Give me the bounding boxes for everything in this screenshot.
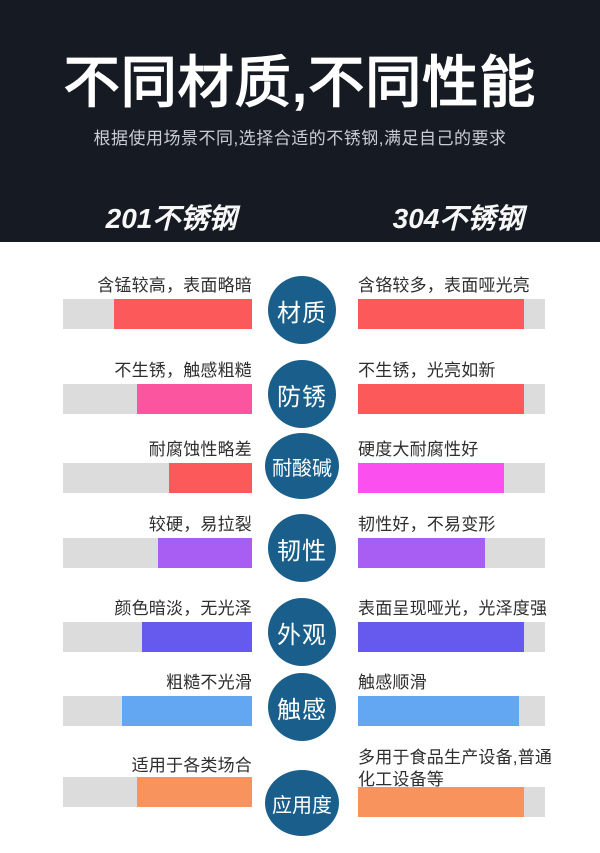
comparison-row-acid-resistance: 耐腐蚀性略差 硬度大耐腐性好 耐酸碱 (0, 433, 600, 529)
page-subtitle: 根据使用场景不同,选择合适的不锈钢,满足自己的要求 (93, 129, 507, 148)
column-header-201: 201不锈钢 (105, 203, 237, 234)
page-title: 不同材质,不同性能 (63, 51, 537, 114)
right-label: 含铬较多，表面哑光亮 (358, 276, 530, 295)
left-bar-fill (157, 538, 252, 568)
header-banner: 不同材质,不同性能 根据使用场景不同,选择合适的不锈钢,满足自己的要求 201不… (0, 0, 600, 242)
comparison-row-rustproof: 不生锈，触感粗糙 不生锈，光亮如新 防锈 (0, 360, 600, 450)
left-bar-track (63, 777, 252, 807)
right-bar-fill (358, 538, 486, 568)
right-bar-fill (358, 696, 519, 726)
right-bar-track (358, 696, 545, 726)
badge-acid-resistance: 耐酸碱 (265, 433, 339, 499)
right-bar-track (358, 538, 545, 568)
right-bar-fill (358, 299, 525, 329)
left-bar-fill (136, 384, 252, 414)
badge-rustproof: 防锈 (268, 360, 336, 428)
right-label: 不生锈，光亮如新 (358, 361, 496, 380)
right-label: 韧性好，不易变形 (358, 515, 496, 534)
right-bar-fill (358, 463, 504, 493)
right-label: 触感顺滑 (358, 673, 427, 692)
badge-toughness: 韧性 (268, 514, 336, 582)
badge-material: 材质 (268, 276, 336, 344)
left-bar-fill (136, 777, 252, 807)
left-label: 较硬，易拉裂 (148, 515, 252, 534)
comparison-row-appearance: 颜色暗淡，无光泽 表面呈现哑光，光泽度强 外观 (0, 598, 600, 688)
comparison-row-touch: 粗糙不光滑 触感顺滑 触感 (0, 672, 600, 762)
right-label: 表面呈现哑光，光泽度强 (358, 599, 548, 618)
comparison-row-toughness: 较硬，易拉裂 韧性好，不易变形 韧性 (0, 514, 600, 604)
left-label: 适用于各类场合 (131, 756, 252, 775)
right-bar-track (358, 384, 545, 414)
right-label: 硬度大耐腐性好 (358, 440, 479, 459)
right-bar-track (358, 787, 545, 817)
right-bar-track (358, 463, 545, 493)
left-bar-track (63, 299, 252, 329)
badge-touch: 触感 (268, 673, 336, 741)
left-label: 耐腐蚀性略差 (148, 440, 252, 459)
badge-application: 应用度 (265, 770, 339, 836)
left-label: 粗糙不光滑 (166, 673, 252, 692)
column-header-304: 304不锈钢 (392, 203, 524, 234)
right-bar-fill (358, 787, 525, 817)
right-bar-track (358, 622, 545, 652)
right-bar-track (358, 299, 545, 329)
comparison-row-material: 含锰较高，表面略暗 含铬较多，表面哑光亮 材质 (0, 275, 600, 365)
left-label: 不生锈，触感粗糙 (114, 361, 252, 380)
right-bar-fill (358, 384, 525, 414)
badge-appearance: 外观 (268, 598, 336, 666)
comparison-row-application: 适用于各类场合 多用于食品生产设备,普通 化工设备等 应用度 (0, 748, 600, 843)
left-bar-track (63, 538, 252, 568)
left-bar-fill (142, 622, 252, 652)
left-bar-track (63, 384, 252, 414)
left-label: 颜色暗淡，无光泽 (114, 599, 252, 618)
left-label: 含锰较高，表面略暗 (97, 276, 252, 295)
right-bar-fill (358, 622, 525, 652)
left-bar-track (63, 696, 252, 726)
left-bar-fill (114, 299, 252, 329)
left-bar-track (63, 463, 252, 493)
left-bar-fill (168, 463, 252, 493)
left-bar-fill (121, 696, 252, 726)
right-label: 多用于食品生产设备,普通 化工设备等 (358, 748, 553, 789)
left-bar-track (63, 622, 252, 652)
